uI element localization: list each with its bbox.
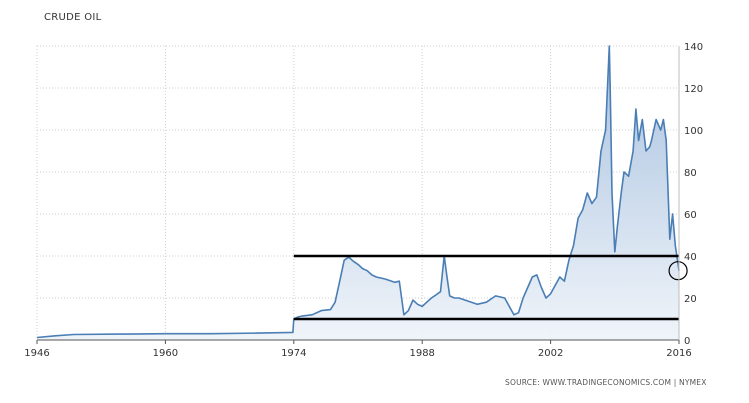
series-area-0	[37, 46, 679, 340]
y-tick-label-0: 0	[684, 336, 690, 347]
x-tick-label-2002: 2002	[538, 348, 563, 359]
chart-title: CRUDE OIL	[44, 12, 102, 23]
x-tick-label-1974: 1974	[281, 348, 306, 359]
x-tick-label-2016: 2016	[666, 348, 691, 359]
y-tick-label-40: 40	[684, 252, 697, 263]
y-tick-label-120: 120	[684, 84, 703, 95]
y-tick-label-60: 60	[684, 210, 697, 221]
y-tick-label-20: 20	[684, 294, 697, 305]
annotation-layer	[293, 254, 688, 321]
y-tick-label-140: 140	[684, 42, 703, 53]
x-tick-label-1960: 1960	[153, 348, 178, 359]
annotation-circle	[668, 261, 688, 281]
source-line: SOURCE: WWW.TRADINGECONOMICS.COM | NYMEX	[505, 378, 707, 387]
y-tick-label-80: 80	[684, 168, 697, 179]
x-tick-label-1946: 1946	[24, 348, 49, 359]
area-layer	[37, 46, 679, 340]
x-tick-label-1988: 1988	[409, 348, 434, 359]
series-line-0	[36, 45, 680, 339]
y-tick-label-100: 100	[684, 126, 703, 137]
line-layer	[36, 45, 680, 339]
